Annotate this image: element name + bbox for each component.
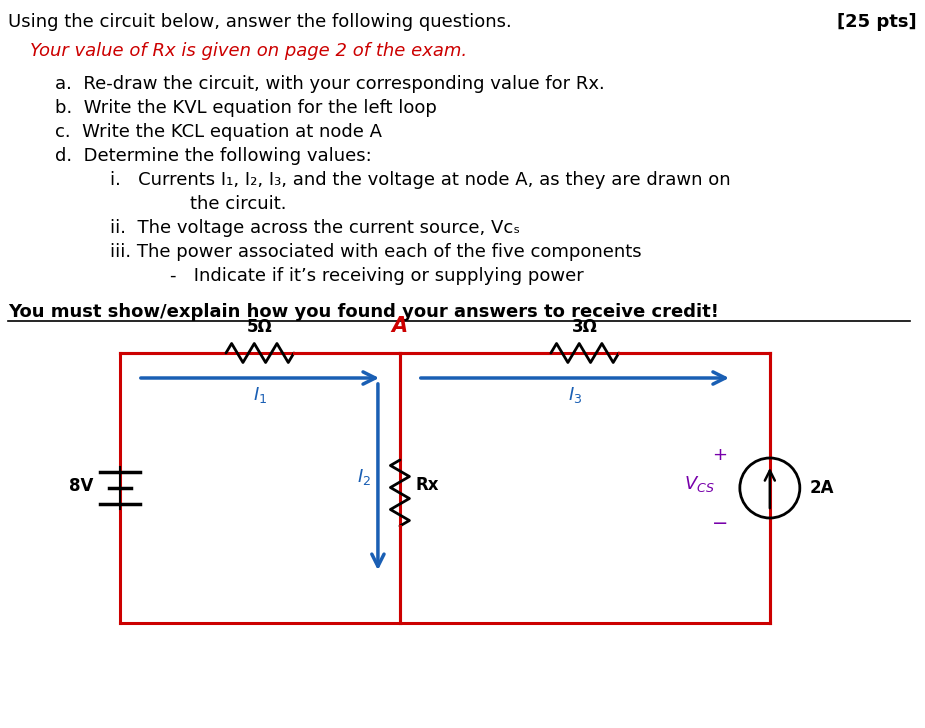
Text: b.  Write the KVL equation for the left loop: b. Write the KVL equation for the left l… (55, 99, 437, 117)
Text: $I_2$: $I_2$ (357, 467, 371, 487)
Text: A: A (392, 316, 408, 336)
Text: i.   Currents I₁, I₂, I₃, and the voltage at node A, as they are drawn on: i. Currents I₁, I₂, I₃, and the voltage … (110, 171, 731, 189)
Text: d.  Determine the following values:: d. Determine the following values: (55, 147, 372, 165)
Text: You must show/explain how you found your answers to receive credit!: You must show/explain how you found your… (8, 303, 719, 321)
Text: 5Ω: 5Ω (247, 318, 273, 336)
Text: −: − (711, 513, 728, 532)
Text: 3Ω: 3Ω (572, 318, 598, 336)
Text: $V_{CS}$: $V_{CS}$ (684, 474, 715, 494)
Text: $I_1$: $I_1$ (253, 385, 267, 405)
Text: -   Indicate if it’s receiving or supplying power: - Indicate if it’s receiving or supplyin… (170, 267, 584, 285)
Text: a.  Re-draw the circuit, with your corresponding value for Rx.: a. Re-draw the circuit, with your corres… (55, 75, 605, 93)
Text: c.  Write the KCL equation at node A: c. Write the KCL equation at node A (55, 123, 382, 141)
Text: +: + (712, 446, 727, 464)
Text: 8V: 8V (68, 477, 93, 495)
Text: Rx: Rx (416, 476, 439, 494)
Text: iii. The power associated with each of the five components: iii. The power associated with each of t… (110, 243, 642, 261)
Text: Your value of Rx is given on page 2 of the exam.: Your value of Rx is given on page 2 of t… (30, 42, 467, 60)
Text: $I_3$: $I_3$ (568, 385, 582, 405)
Text: ii.  The voltage across the current source, Vᴄₛ: ii. The voltage across the current sourc… (110, 219, 520, 237)
Text: 2A: 2A (809, 479, 834, 497)
Text: Using the circuit below, answer the following questions.: Using the circuit below, answer the foll… (8, 13, 512, 31)
Text: [25 pts]: [25 pts] (837, 13, 917, 31)
Text: the circuit.: the circuit. (190, 195, 287, 213)
